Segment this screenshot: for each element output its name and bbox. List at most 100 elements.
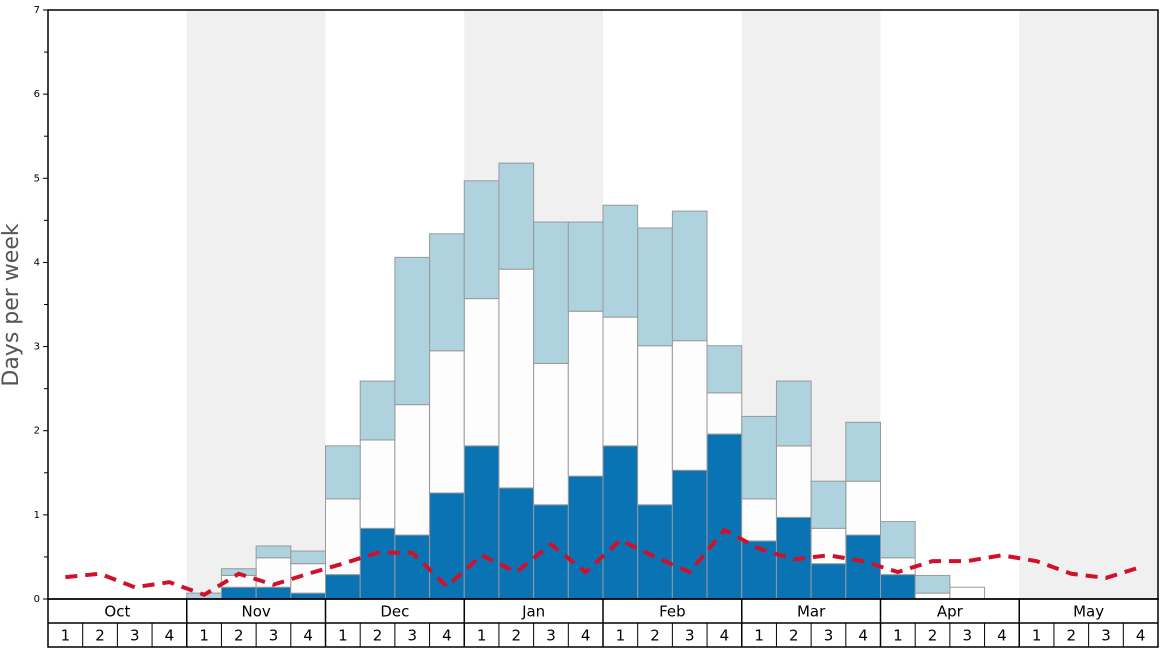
bar-segment <box>463 445 500 600</box>
bar-segment <box>602 204 639 318</box>
bar-segment <box>325 445 361 500</box>
y-tick-label: 5 <box>34 173 40 184</box>
bar-segment <box>706 433 743 600</box>
bar-segment <box>498 162 535 270</box>
bar-segment <box>429 492 465 600</box>
month-label: Nov <box>241 603 270 621</box>
x-tick-label: 3 <box>130 627 140 645</box>
x-tick-label: 1 <box>477 627 487 645</box>
x-tick-label: 2 <box>512 627 522 645</box>
x-tick-label: 2 <box>234 627 244 645</box>
x-tick-label: 3 <box>962 627 972 645</box>
x-tick-label: 4 <box>581 627 591 645</box>
bar-segment <box>637 345 673 506</box>
bar-segment <box>220 586 257 600</box>
bar-segment <box>845 421 881 482</box>
bar-segment <box>567 221 604 312</box>
bar-segment <box>775 445 812 518</box>
bar-segment <box>637 227 673 347</box>
bar-segment <box>290 592 326 600</box>
x-tick-label: 3 <box>824 627 834 645</box>
month-label: Mar <box>797 603 826 621</box>
x-tick-label: 2 <box>373 627 383 645</box>
bar-segment <box>394 404 431 536</box>
bar-segment <box>949 586 986 600</box>
bar-segment <box>880 574 916 600</box>
bar-segment <box>567 475 604 600</box>
bar-segment <box>533 362 569 506</box>
month-label: Feb <box>659 603 686 621</box>
bar-segment <box>706 392 743 435</box>
x-tick-label: 3 <box>685 627 695 645</box>
bar-segment <box>429 233 465 352</box>
x-tick-label: 4 <box>997 627 1007 645</box>
bar-segment <box>914 592 951 600</box>
bar-segment <box>463 298 500 447</box>
bar-segment <box>359 439 396 529</box>
y-tick-label: 1 <box>34 510 40 521</box>
bar-segment <box>741 498 777 542</box>
bar-segment <box>255 545 292 559</box>
bar-segment <box>602 316 639 447</box>
bar-segment <box>498 487 535 600</box>
bar-segment <box>671 469 708 600</box>
bar-segment <box>567 310 604 477</box>
y-tick-label: 3 <box>34 342 40 353</box>
bar-segment <box>359 527 396 600</box>
x-tick-label: 4 <box>303 627 313 645</box>
y-tick-label: 4 <box>34 257 40 268</box>
bar-segment <box>845 534 881 600</box>
bar-segment <box>810 563 847 600</box>
bar-segment <box>290 550 326 565</box>
bar-segment <box>671 210 708 342</box>
x-tick-label: 3 <box>1101 627 1111 645</box>
x-tick-label: 2 <box>650 627 660 645</box>
y-tick-label: 6 <box>34 89 40 100</box>
bar-segment <box>741 415 777 500</box>
x-tick-label: 3 <box>269 627 279 645</box>
bar-segment <box>671 340 708 471</box>
y-tick-label: 0 <box>34 594 40 605</box>
x-tick-label: 4 <box>720 627 730 645</box>
month-label: May <box>1073 603 1104 621</box>
month-label: Dec <box>380 603 409 621</box>
x-tick-label: 4 <box>442 627 452 645</box>
x-tick-label: 2 <box>95 627 105 645</box>
bar-segment <box>359 380 396 441</box>
month-label: Jan <box>521 603 545 621</box>
bar-segment <box>602 445 639 600</box>
bar-segment <box>845 480 881 536</box>
bar-segment <box>325 498 361 576</box>
bar-segment <box>706 345 743 394</box>
bar-segment <box>914 574 951 594</box>
y-axis-label: Days per week <box>0 223 24 386</box>
x-tick-label: 1 <box>199 627 209 645</box>
x-tick-label: 2 <box>928 627 938 645</box>
month-label: Oct <box>104 603 130 621</box>
bar-segment <box>880 521 916 559</box>
trend-line <box>65 527 1142 598</box>
bar-segment <box>498 268 535 489</box>
month-shade <box>1019 10 1158 599</box>
x-tick-label: 1 <box>616 627 626 645</box>
y-tick-label: 2 <box>34 426 40 437</box>
x-tick-label: 4 <box>1136 627 1146 645</box>
x-tick-label: 3 <box>407 627 417 645</box>
x-tick-label: 4 <box>858 627 868 645</box>
month-shade <box>186 10 326 599</box>
x-tick-label: 1 <box>893 627 903 645</box>
bar-segment <box>810 480 847 529</box>
x-tick-label: 2 <box>789 627 799 645</box>
bar-segment <box>429 350 465 494</box>
bar-segment <box>394 256 431 406</box>
bar-segment <box>255 586 292 600</box>
bar-segment <box>325 574 361 600</box>
bar-segment <box>463 180 500 300</box>
x-tick-label: 1 <box>1032 627 1042 645</box>
bar-segment <box>637 504 673 600</box>
month-label: Apr <box>937 603 964 621</box>
x-tick-label: 4 <box>165 627 175 645</box>
x-tick-label: 1 <box>754 627 764 645</box>
